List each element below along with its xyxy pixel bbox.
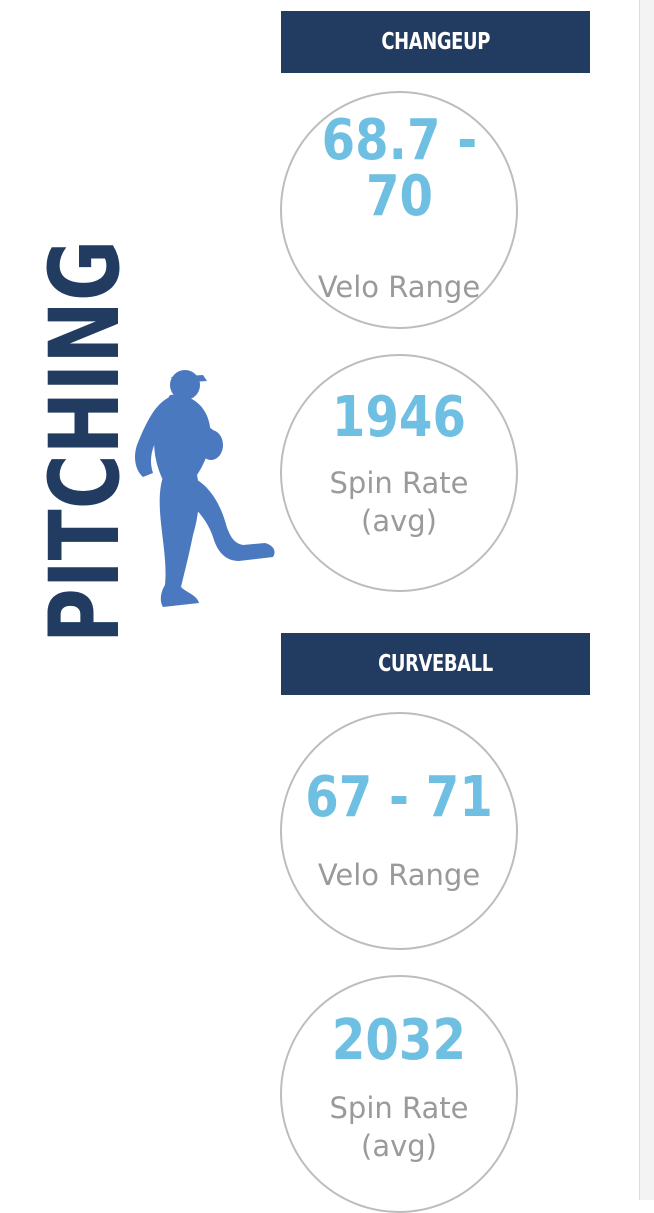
spin-rate-label: Spin Rate (avg) <box>329 466 469 538</box>
velo-range-value: 68.7 - 70 <box>321 108 477 229</box>
spin-rate-circle: 1946 Spin Rate (avg) <box>280 354 518 592</box>
velo-range-circle: 68.7 - 70 Velo Range <box>280 91 518 329</box>
velo-range-label: Velo Range <box>317 858 481 892</box>
pitch-banner-changeup: CHANGEUP <box>281 11 590 73</box>
velo-range-circle: 67 - 71 Velo Range <box>280 712 518 950</box>
spin-rate-circle: 2032 Spin Rate (avg) <box>280 975 518 1213</box>
page-edge <box>639 0 654 1200</box>
spin-rate-label: Spin Rate (avg) <box>329 1091 469 1163</box>
pitch-name: CURVEBALL <box>378 651 493 677</box>
pitch-name: CHANGEUP <box>381 29 490 55</box>
velo-range-value: 67 - 71 <box>305 765 493 830</box>
spin-rate-value: 1946 <box>331 385 467 450</box>
velo-range-label: Velo Range <box>317 270 481 304</box>
spin-rate-value: 2032 <box>331 1008 467 1073</box>
pitcher-silhouette-icon <box>135 370 275 607</box>
pitch-banner-curveball: CURVEBALL <box>281 633 590 695</box>
